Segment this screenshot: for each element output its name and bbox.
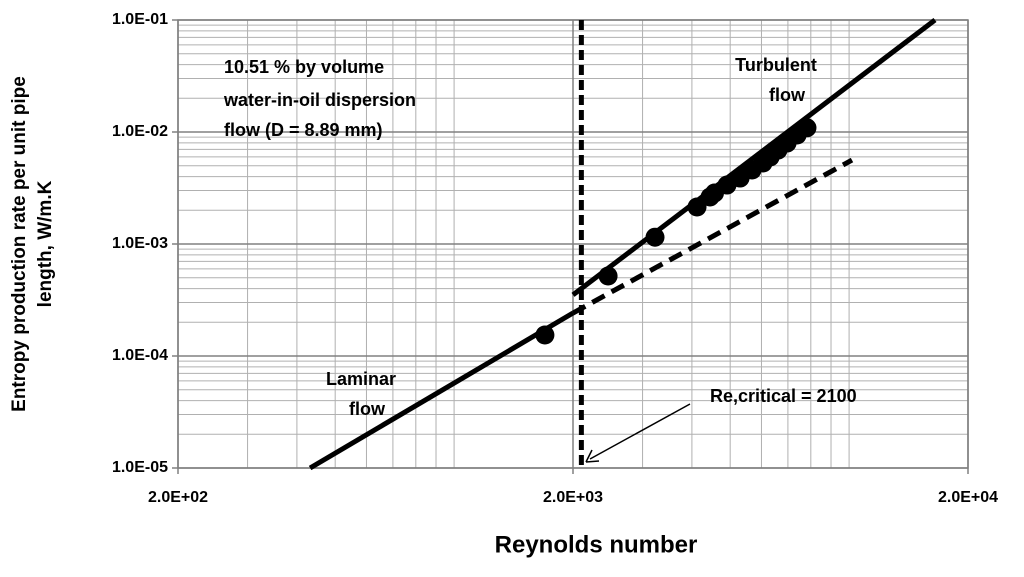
- data-point: [598, 266, 618, 286]
- annotation: Turbulent: [735, 55, 817, 75]
- arrow-line: [589, 403, 691, 460]
- x-tick-label: 2.0E+03: [543, 489, 603, 506]
- fit-line: [308, 310, 575, 471]
- data-point: [535, 325, 555, 345]
- y-tick-label: 1.0E-05: [112, 459, 168, 476]
- annotation: flow (D = 8.89 mm): [224, 120, 383, 140]
- annotation: Laminar: [326, 369, 396, 389]
- annotation: water-in-oil dispersion: [223, 90, 416, 110]
- plot-frame: [177, 19, 969, 469]
- y-tick-label: 1.0E-02: [112, 123, 168, 140]
- fit-line: [571, 157, 854, 316]
- x-axis-title: Reynolds number: [495, 531, 698, 558]
- annotation: flow: [769, 85, 806, 105]
- y-axis-title: length, W/m.K: [35, 180, 56, 307]
- annotation: Re,critical = 2100: [710, 386, 857, 406]
- data-point: [687, 197, 707, 217]
- y-tick-label: 1.0E-04: [112, 347, 168, 364]
- y-axis-title: Entropy production rate per unit pipe: [9, 76, 30, 412]
- data-point: [645, 227, 665, 247]
- arrow-head: [585, 449, 600, 463]
- annotation: 10.51 % by volume: [224, 57, 384, 77]
- data-point: [797, 118, 817, 138]
- x-tick-label: 2.0E+02: [148, 489, 208, 506]
- y-tick-label: 1.0E-01: [112, 11, 168, 28]
- y-tick-label: 1.0E-03: [112, 235, 168, 252]
- fit-line: [571, 18, 937, 297]
- x-tick-label: 2.0E+04: [938, 489, 998, 506]
- annotation: flow: [349, 399, 386, 419]
